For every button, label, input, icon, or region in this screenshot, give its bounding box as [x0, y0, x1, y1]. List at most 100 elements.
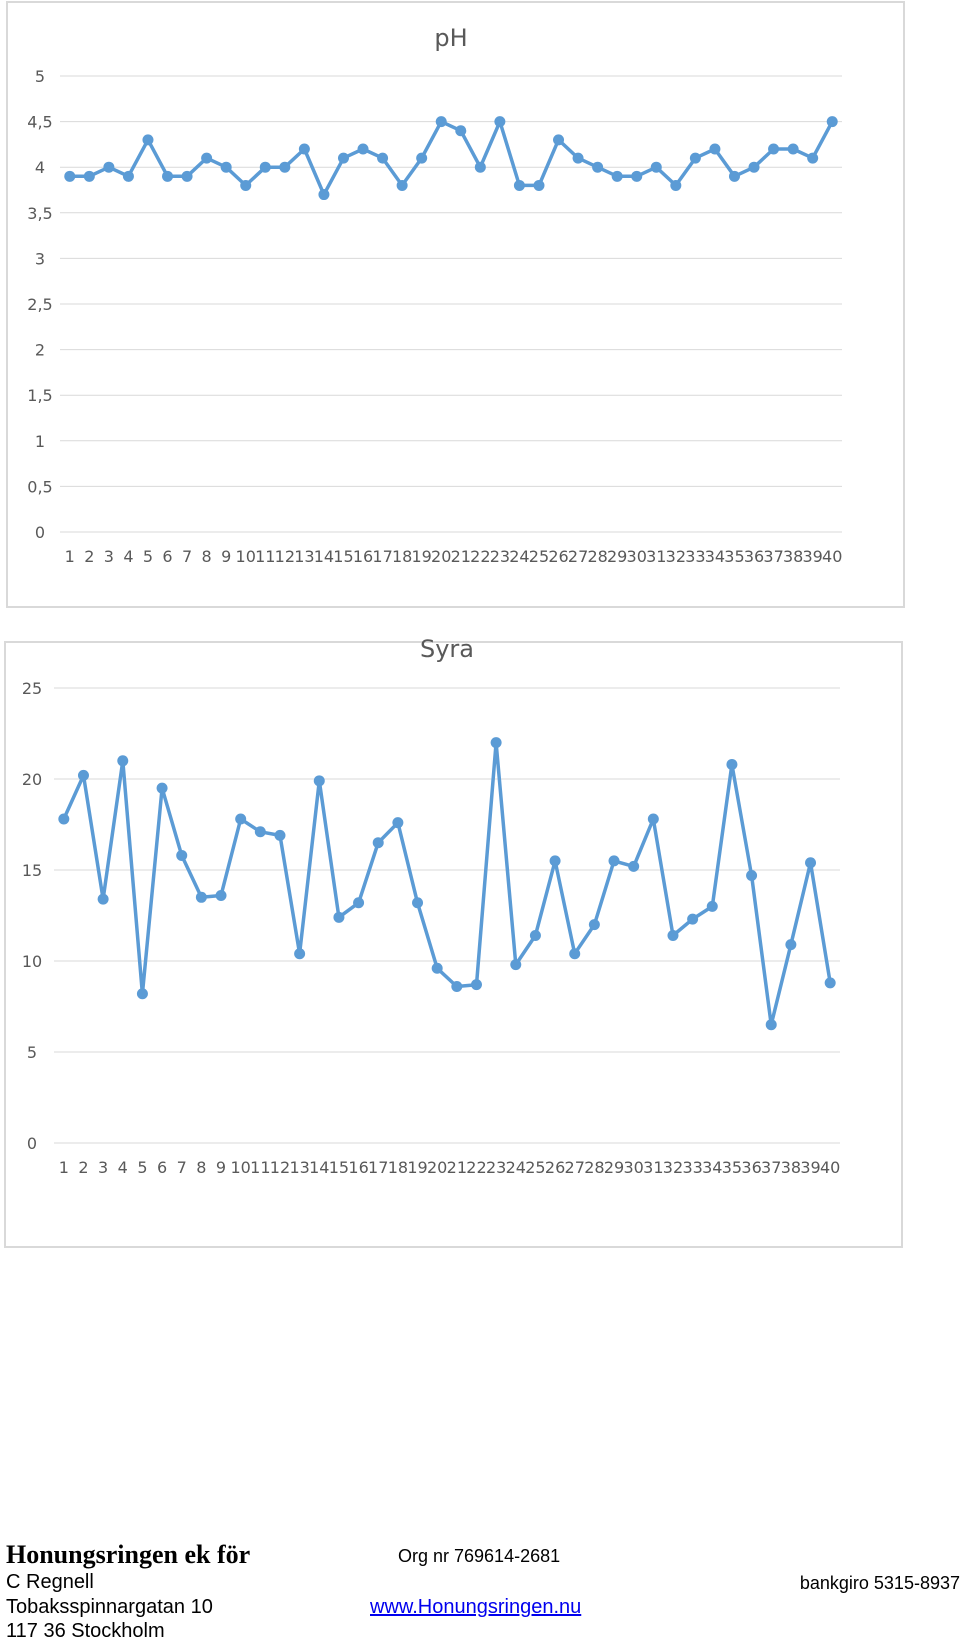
bankgiro: bankgiro 5315-8937 [799, 1573, 960, 1593]
syra-data-point [569, 948, 581, 960]
syra-x-tick-label: 12 [270, 1158, 290, 1177]
ph-x-tick-label: 14 [314, 547, 334, 566]
syra-chart: Syra 0 5 10 15 20 25 1 2 3 4 5 6 7 8 9 10 11 12 13 14 15 16 17 1… [4, 635, 903, 1248]
syra-x-tick-label: 36 [741, 1158, 761, 1177]
syra-data-point [294, 948, 306, 960]
syra-data-point [588, 919, 600, 931]
ph-y-tick-label: 3 [35, 249, 45, 268]
syra-x-tick-label: 17 [368, 1158, 388, 1177]
ph-data-point [787, 143, 799, 155]
syra-y-tick-label: 20 [22, 770, 42, 789]
ph-y-tick-label: 3,5 [27, 204, 52, 223]
syra-data-point [97, 893, 109, 905]
syra-y-tick-label: 0 [27, 1134, 37, 1153]
syra-x-tick-label: 21 [447, 1158, 467, 1177]
syra-data-point [372, 837, 384, 849]
ph-y-tick-label: 5 [35, 67, 45, 86]
syra-data-point [746, 869, 758, 881]
syra-x-tick-label: 22 [466, 1158, 486, 1177]
ph-data-point [650, 161, 662, 173]
ph-x-tick-label: 8 [202, 547, 212, 566]
ph-data-point [220, 161, 232, 173]
ph-data-point [689, 152, 701, 164]
ph-x-tick-label: 19 [411, 547, 431, 566]
website-link[interactable]: www.Honungsringen.nu [370, 1596, 582, 1618]
syra-x-tick-label: 1 [59, 1158, 69, 1177]
ph-x-tick-label: 9 [221, 547, 231, 566]
syra-x-tick-label: 29 [604, 1158, 624, 1177]
ph-data-point [357, 143, 369, 155]
ph-x-tick-label: 4 [123, 547, 133, 566]
syra-x-tick-label: 37 [761, 1158, 781, 1177]
ph-data-point [201, 152, 213, 164]
ph-data-point [396, 179, 408, 191]
ph-x-tick-label: 35 [724, 547, 744, 566]
org-number: Org nr 769614-2681 [398, 1546, 561, 1566]
syra-x-tick-label: 6 [157, 1158, 167, 1177]
syra-x-tick-label: 14 [309, 1158, 329, 1177]
ph-y-tick-label: 1,5 [27, 386, 52, 405]
syra-data-point [235, 813, 247, 825]
street-address: Tobaksspinnargatan 10 [6, 1596, 213, 1618]
syra-data-point [412, 897, 424, 909]
syra-data-point [117, 755, 129, 767]
ph-x-tick-label: 31 [646, 547, 666, 566]
ph-y-tick-label: 4,5 [27, 113, 52, 132]
syra-x-tick-label: 20 [427, 1158, 447, 1177]
ph-x-tick-label: 39 [802, 547, 822, 566]
ph-x-tick-label: 29 [607, 547, 627, 566]
ph-y-tick-label: 4 [35, 158, 45, 177]
syra-data-point [687, 913, 699, 925]
ph-x-tick-label: 32 [666, 547, 686, 566]
ph-x-tick-label: 34 [705, 547, 725, 566]
ph-data-point [768, 143, 780, 155]
ph-x-tick-label: 25 [529, 547, 549, 566]
syra-x-tick-label: 25 [525, 1158, 545, 1177]
syra-data-point [431, 962, 443, 974]
syra-data-point [77, 769, 89, 781]
ph-data-point [416, 152, 428, 164]
syra-x-tick-label: 9 [216, 1158, 226, 1177]
ph-data-point [64, 170, 76, 182]
syra-data-point [667, 930, 679, 942]
syra-x-tick-label: 15 [329, 1158, 349, 1177]
syra-data-point [628, 860, 640, 872]
org-name: Honungsringen ek för [6, 1540, 251, 1569]
ph-title: pH [434, 24, 467, 52]
ph-data-point [298, 143, 310, 155]
ph-y-tick-label: 0 [35, 523, 45, 542]
syra-x-tick-label: 13 [289, 1158, 309, 1177]
ph-data-point [435, 116, 447, 128]
ph-x-tick-label: 40 [822, 547, 842, 566]
syra-data-point [254, 826, 266, 838]
syra-data-point [274, 829, 286, 841]
syra-x-tick-label: 16 [348, 1158, 368, 1177]
syra-x-tick-label: 38 [781, 1158, 801, 1177]
ph-data-point [377, 152, 389, 164]
ph-data-point [728, 170, 740, 182]
syra-x-tick-label: 7 [177, 1158, 187, 1177]
syra-x-tick-label: 40 [820, 1158, 840, 1177]
syra-x-tick-label: 28 [584, 1158, 604, 1177]
syra-data-point [490, 737, 502, 749]
ph-data-point [279, 161, 291, 173]
ph-x-tick-label: 26 [548, 547, 568, 566]
syra-data-point [58, 813, 70, 825]
syra-data-point [195, 891, 207, 903]
footer: Honungsringen ek för Org nr 769614-2681 … [0, 1540, 960, 1645]
ph-data-point [670, 179, 682, 191]
syra-y-tick-label: 15 [22, 861, 42, 880]
syra-data-point [608, 855, 620, 867]
syra-data-point [510, 959, 522, 971]
syra-data-point [765, 1019, 777, 1031]
syra-title: Syra [420, 635, 474, 663]
syra-data-point [353, 897, 365, 909]
syra-x-tick-label: 8 [196, 1158, 206, 1177]
syra-y-tick-label: 10 [22, 952, 42, 971]
ph-data-point [572, 152, 584, 164]
syra-data-point [392, 817, 404, 829]
ph-x-tick-label: 18 [392, 547, 412, 566]
syra-data-point [824, 977, 836, 989]
